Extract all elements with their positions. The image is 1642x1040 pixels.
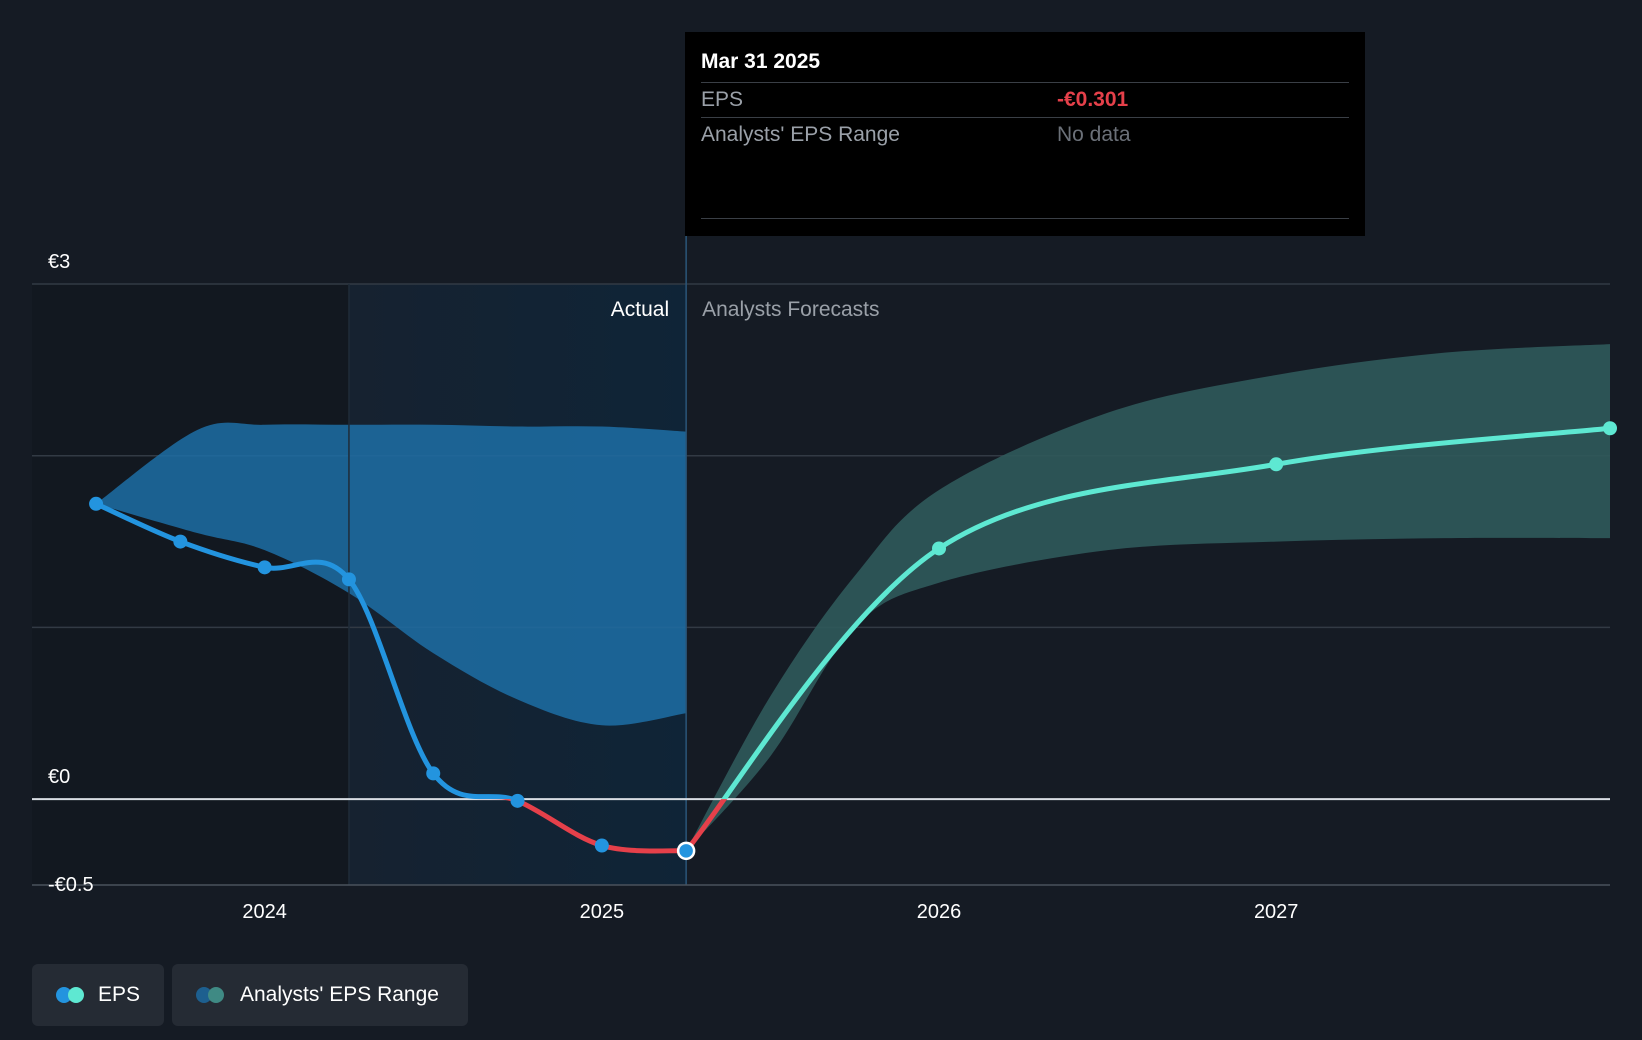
tooltip-divider xyxy=(701,218,1349,219)
eps-line-forecast xyxy=(721,425,1613,800)
legend-item-analysts-range[interactable]: Analysts' EPS Range xyxy=(172,964,468,1026)
analysts-eps-range-area-forecast xyxy=(686,344,1610,851)
tooltip-range-label: Analysts' EPS Range xyxy=(701,123,900,146)
x-tick-label: 2025 xyxy=(580,901,625,923)
eps-forecast-point[interactable] xyxy=(1603,421,1617,436)
range-legend-icon xyxy=(196,986,226,1004)
eps-line-actual xyxy=(93,501,520,800)
tooltip-date: Mar 31 2025 xyxy=(701,46,1349,83)
legend-item-eps[interactable]: EPS xyxy=(32,964,164,1026)
y-tick-label: €0 xyxy=(48,766,70,788)
eps-line-negative-actual xyxy=(494,799,689,854)
legend-range-label: Analysts' EPS Range xyxy=(240,983,439,1006)
tooltip-range-row: Analysts' EPS Range No data xyxy=(701,118,1349,152)
eps-point[interactable] xyxy=(257,560,272,575)
eps-legend-icon xyxy=(56,986,84,1004)
y-tick-label: -€0.5 xyxy=(48,874,94,896)
tooltip-eps-value: -€0.301 xyxy=(1057,88,1129,111)
actual-region-label: Actual xyxy=(611,298,669,321)
eps-forecast-point[interactable] xyxy=(1269,457,1284,472)
x-tick-label: 2027 xyxy=(1254,901,1299,923)
eps-point[interactable] xyxy=(173,534,188,549)
eps-point[interactable] xyxy=(426,766,441,781)
eps-point-highlighted[interactable] xyxy=(676,841,696,861)
y-tick-label: €3 xyxy=(48,251,70,273)
legend-eps-label: EPS xyxy=(97,983,140,1006)
eps-point[interactable] xyxy=(341,572,356,587)
eps-point[interactable] xyxy=(510,793,525,808)
eps-forecast-point[interactable] xyxy=(932,541,947,556)
x-tick-label: 2024 xyxy=(242,901,287,923)
eps-point[interactable] xyxy=(594,838,609,853)
analysts-eps-range-area-actual xyxy=(96,422,687,726)
tooltip-eps-label: EPS xyxy=(701,88,744,111)
eps-point[interactable] xyxy=(89,496,104,511)
eps-lines xyxy=(93,425,1613,854)
x-tick-label: 2026 xyxy=(917,901,962,923)
data-tooltip: Mar 31 2025 EPS -€0.301 Analysts' EPS Ra… xyxy=(685,32,1365,236)
forecast-region-label: Analysts Forecasts xyxy=(702,298,879,321)
eps-points xyxy=(89,421,1617,861)
pre-window-shade xyxy=(32,284,350,885)
tooltip-eps-row: EPS -€0.301 xyxy=(701,83,1349,118)
tooltip-range-value: No data xyxy=(1057,123,1131,146)
